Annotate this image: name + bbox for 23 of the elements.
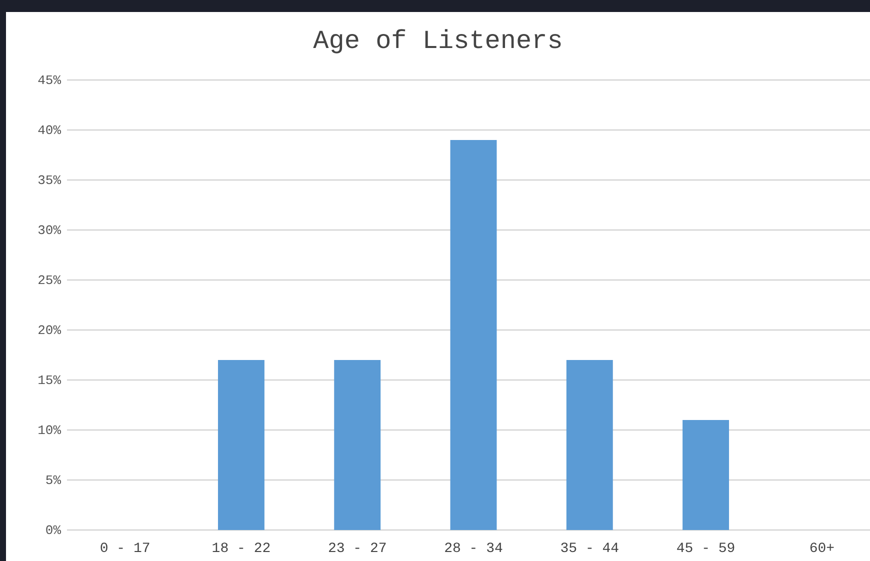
bar xyxy=(682,420,730,530)
y-tick-label: 10% xyxy=(38,423,62,438)
y-tick-label: 0% xyxy=(45,523,62,538)
x-tick-label: 0 - 17 xyxy=(100,540,150,557)
bar xyxy=(566,360,613,530)
x-tick-label: 23 - 27 xyxy=(328,540,387,557)
y-tick-label: 15% xyxy=(38,373,62,388)
x-tick-label: 45 - 59 xyxy=(676,540,736,557)
y-tick-label: 40% xyxy=(38,123,62,138)
y-tick-label: 35% xyxy=(38,173,62,188)
bar xyxy=(450,140,497,530)
bar xyxy=(218,360,264,530)
y-tick-label: 25% xyxy=(38,273,62,288)
x-tick-label: 60+ xyxy=(809,540,835,557)
y-tick-label: 5% xyxy=(45,473,62,488)
y-tick-label: 20% xyxy=(38,323,62,338)
y-tick-label: 45% xyxy=(38,73,62,88)
y-tick-label: 30% xyxy=(38,223,62,238)
x-tick-label: 18 - 22 xyxy=(212,540,271,557)
x-tick-label: 28 - 34 xyxy=(444,540,503,557)
x-tick-label: 35 - 44 xyxy=(560,540,620,557)
chart-title: Age of Listeners xyxy=(313,26,563,56)
bar xyxy=(334,360,381,530)
